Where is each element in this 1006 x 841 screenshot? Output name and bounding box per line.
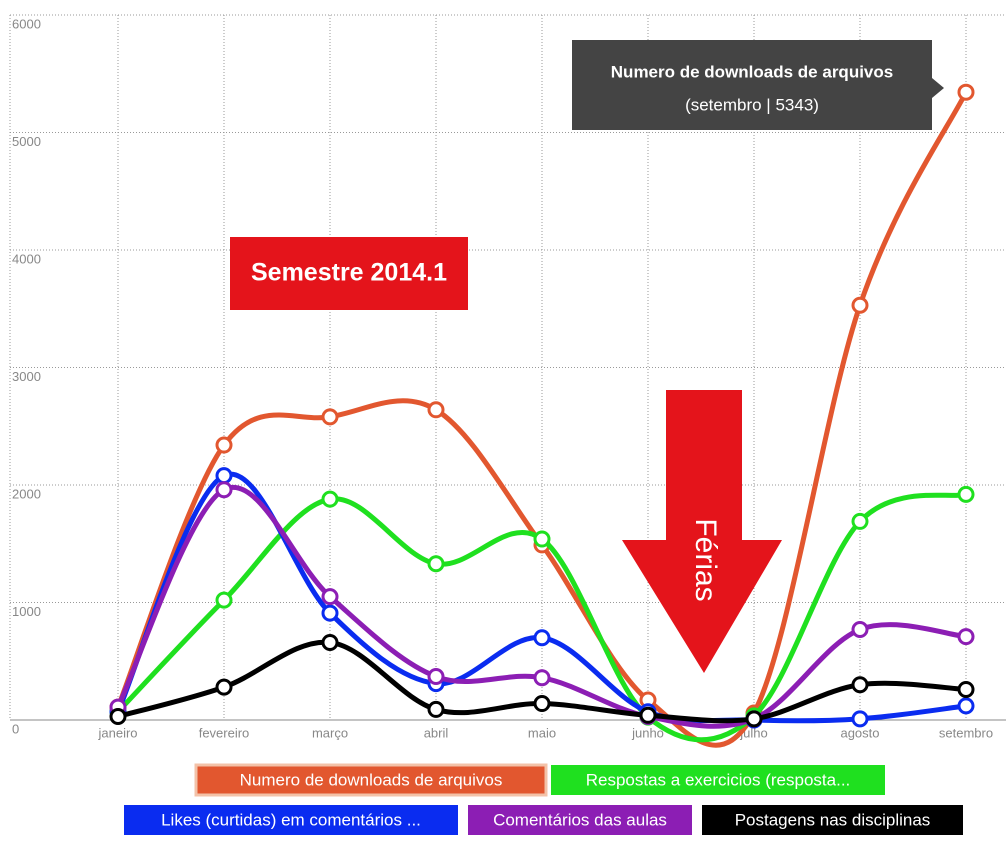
- x-tick-label: fevereiro: [199, 725, 250, 740]
- data-point: [215, 591, 233, 609]
- grid: 0 1000 2000 3000 4000 5000 6000 janeiro fevereir…: [9, 14, 1006, 740]
- x-tick-label: junho: [631, 725, 664, 740]
- data-point: [321, 588, 339, 606]
- x-tick-label: setembro: [939, 725, 993, 740]
- legend-item[interactable]: Likes (curtidas) em comentários ...: [124, 805, 458, 835]
- data-point: [321, 408, 339, 426]
- data-point: [957, 697, 975, 715]
- x-tick-label: janeiro: [97, 725, 137, 740]
- series-line: [115, 91, 969, 748]
- data-point: [851, 676, 869, 694]
- legend-swatch: [551, 765, 885, 795]
- data-point: [957, 485, 975, 503]
- y-tick-label: 5000: [12, 134, 41, 149]
- data-point: [957, 83, 975, 101]
- data-point: [321, 633, 339, 651]
- y-tick-label: 1000: [12, 604, 41, 619]
- data-point: [957, 628, 975, 646]
- data-point: [533, 695, 551, 713]
- data-point: [851, 512, 869, 530]
- legend: Numero de downloads de arquivos Respostas…: [124, 763, 963, 835]
- x-tick-label: março: [312, 725, 348, 740]
- data-point: [321, 490, 339, 508]
- data-point: [215, 678, 233, 696]
- x-tick-label: maio: [528, 725, 556, 740]
- y-tick-label: 2000: [12, 486, 41, 501]
- legend-swatch: [702, 805, 963, 835]
- legend-item[interactable]: Comentários das aulas: [468, 805, 692, 835]
- data-point: [215, 436, 233, 454]
- legend-swatch: [124, 805, 458, 835]
- data-point: [109, 707, 127, 725]
- tooltip-box: [572, 40, 932, 130]
- tooltip-text: (setembro | 5343): [685, 95, 819, 114]
- legend-item[interactable]: Respostas a exercicios (resposta...: [551, 765, 885, 795]
- data-point: [957, 680, 975, 698]
- legend-label: Numero de downloads de arquivos: [240, 770, 503, 789]
- legend-item[interactable]: Numero de downloads de arquivos: [194, 763, 548, 797]
- tooltip: Numero de downloads de arquivos (setembr…: [572, 40, 944, 130]
- data-point: [215, 467, 233, 485]
- legend-label: Likes (curtidas) em comentários ...: [161, 810, 421, 829]
- data-point: [851, 710, 869, 728]
- vacation-arrow: [622, 390, 782, 673]
- data-point: [427, 668, 445, 686]
- x-tick-label: agosto: [840, 725, 879, 740]
- y-tick-label: 0: [12, 721, 19, 736]
- tooltip-title: Numero de downloads de arquivos: [611, 62, 893, 81]
- legend-item[interactable]: Postagens nas disciplinas: [702, 805, 963, 835]
- data-point: [215, 481, 233, 499]
- data-point: [639, 706, 657, 724]
- semester-label: Semestre 2014.1: [251, 259, 447, 287]
- data-point: [851, 296, 869, 314]
- legend-label: Respostas a exercicios (resposta...: [586, 770, 851, 789]
- y-tick-label: 3000: [12, 369, 41, 384]
- data-point: [533, 629, 551, 647]
- tooltip-pointer: [932, 78, 944, 98]
- y-tick-label: 6000: [12, 16, 41, 31]
- data-point: [851, 621, 869, 639]
- data-point: [427, 555, 445, 573]
- data-point: [427, 700, 445, 718]
- data-point: [321, 604, 339, 622]
- data-point: [427, 401, 445, 419]
- data-point: [745, 710, 763, 728]
- series-lines: [109, 83, 975, 748]
- data-point: [533, 530, 551, 548]
- legend-swatch: [468, 805, 692, 835]
- data-point: [533, 669, 551, 687]
- vacation-label: Férias: [689, 518, 722, 601]
- x-tick-label: abril: [424, 725, 449, 740]
- legend-swatch: [194, 763, 548, 797]
- y-tick-label: 4000: [12, 251, 41, 266]
- semester-box: [230, 237, 468, 310]
- legend-label: Comentários das aulas: [493, 810, 667, 829]
- legend-label: Postagens nas disciplinas: [735, 810, 931, 829]
